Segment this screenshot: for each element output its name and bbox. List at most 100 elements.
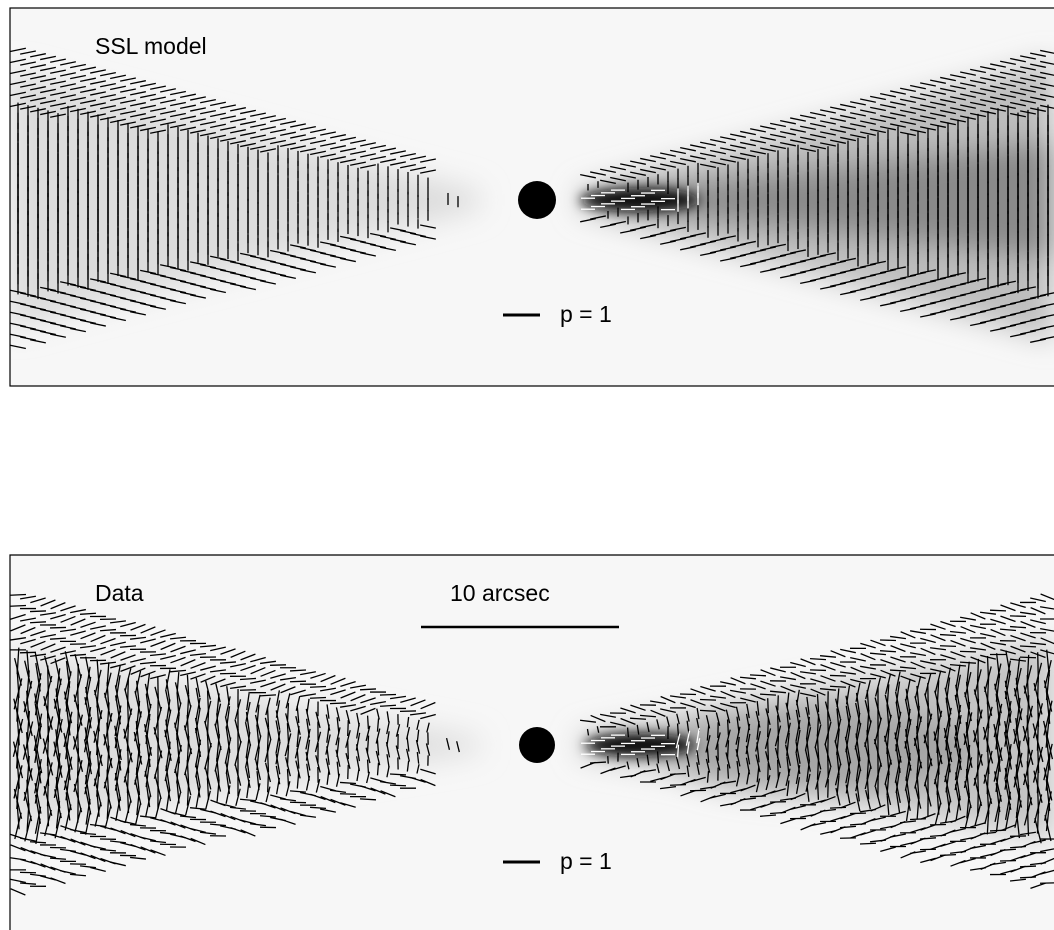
vector [810, 688, 826, 696]
vector [290, 145, 306, 150]
vector [340, 246, 356, 252]
vector [886, 795, 890, 816]
vector [816, 782, 820, 800]
vector [40, 853, 56, 859]
vector [194, 717, 202, 746]
vector [1026, 808, 1030, 836]
vector [810, 821, 826, 827]
vector [54, 812, 62, 839]
vector [699, 709, 717, 712]
vector [590, 714, 606, 723]
vector [810, 254, 826, 260]
vector [880, 659, 896, 666]
vector [1030, 607, 1046, 615]
vector [259, 660, 277, 665]
vector [900, 285, 916, 291]
vector [970, 321, 986, 327]
vector [690, 699, 706, 706]
vector [815, 770, 821, 790]
vector [90, 278, 106, 283]
vector [806, 785, 810, 802]
vector [955, 796, 961, 821]
vector [730, 689, 746, 694]
vector [180, 671, 196, 677]
vector [189, 652, 207, 656]
vector [245, 701, 251, 723]
vector [977, 789, 979, 817]
vector [300, 671, 316, 676]
vector [835, 787, 841, 806]
vector [220, 104, 236, 109]
polarization-vectors [10, 593, 1054, 896]
vector [839, 825, 857, 829]
vector [640, 157, 656, 163]
vector [845, 695, 851, 717]
vector [144, 794, 152, 818]
vector [1040, 60, 1054, 65]
vector [220, 258, 236, 263]
vector [879, 650, 897, 653]
vector [339, 793, 357, 795]
vector [819, 808, 837, 813]
vector [359, 688, 377, 691]
vector [109, 840, 127, 844]
vector [879, 639, 897, 642]
vector [129, 636, 147, 640]
vector [210, 112, 226, 118]
vector [745, 723, 751, 743]
vector [124, 800, 132, 823]
vector [760, 669, 776, 677]
vector [426, 722, 430, 733]
vector [280, 263, 296, 268]
vector [870, 95, 886, 101]
vector [79, 865, 97, 869]
vector [225, 785, 231, 804]
vector [820, 274, 836, 279]
vector [240, 109, 256, 115]
vector [115, 784, 121, 811]
vector [164, 689, 172, 714]
vector [960, 82, 976, 87]
vector [120, 665, 136, 672]
vector [255, 694, 261, 713]
vector [380, 147, 396, 152]
vector [1042, 720, 1054, 760]
vector [944, 667, 952, 691]
vector [120, 621, 136, 628]
vector [940, 109, 956, 115]
vector [720, 690, 736, 699]
vector [1030, 316, 1046, 321]
vector [756, 720, 760, 740]
vector [169, 669, 187, 673]
vector [870, 128, 886, 134]
vector [310, 260, 326, 266]
vector [739, 797, 757, 801]
vector [110, 85, 126, 91]
vector [214, 723, 222, 751]
vector [600, 713, 616, 718]
vector [290, 134, 306, 139]
vector [795, 699, 801, 718]
vector [280, 120, 296, 125]
vector [245, 711, 251, 735]
vector [600, 168, 616, 174]
vector [279, 798, 297, 802]
vector [14, 812, 22, 840]
vector [755, 754, 761, 773]
vector [1040, 336, 1054, 341]
vector [30, 597, 46, 604]
vector [1014, 667, 1022, 697]
vector [710, 237, 726, 243]
vector [30, 860, 46, 868]
vector [1045, 802, 1051, 832]
vector [669, 783, 687, 786]
vector [50, 322, 66, 327]
vector [910, 304, 926, 310]
vector [699, 698, 717, 701]
vector [420, 768, 436, 775]
vector [214, 770, 222, 792]
vector [1020, 330, 1036, 335]
vector [335, 749, 341, 767]
vector [810, 678, 826, 685]
vector [370, 232, 386, 238]
